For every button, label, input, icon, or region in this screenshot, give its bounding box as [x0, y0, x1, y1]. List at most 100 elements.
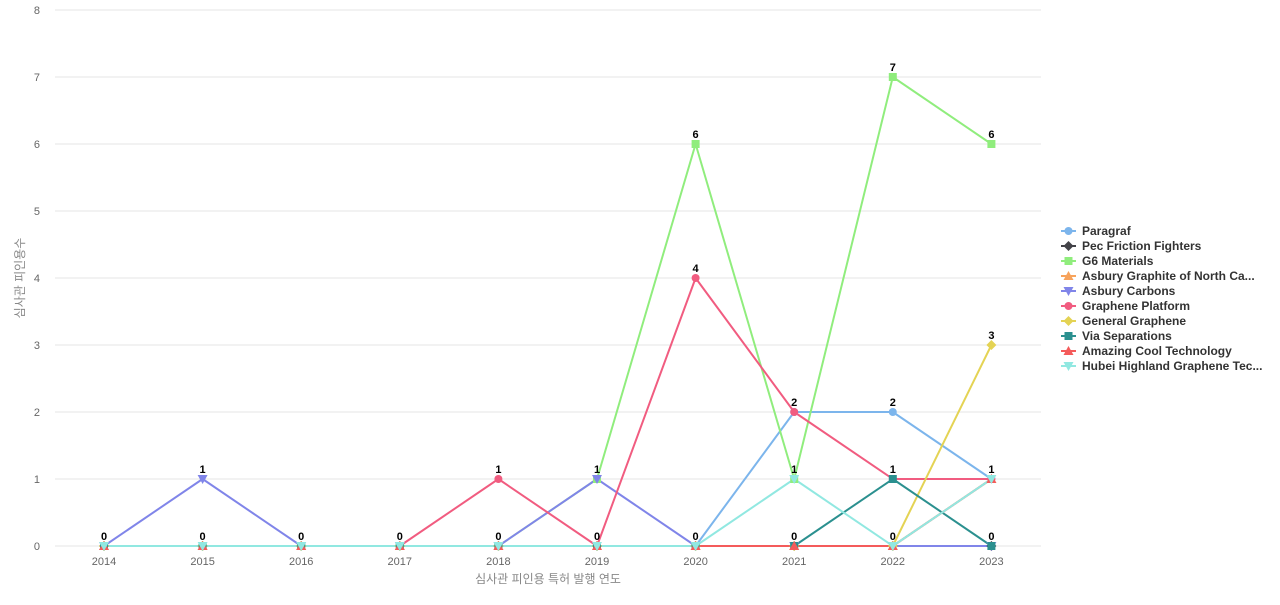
data-label: 0	[594, 531, 600, 543]
y-tick-label: 0	[34, 541, 40, 553]
data-label: 1	[890, 464, 896, 476]
legend-marker-icon	[1063, 316, 1074, 326]
series-marker-4	[197, 475, 208, 484]
legend-item[interactable]: Via Separations	[1061, 329, 1172, 343]
data-label: 0	[298, 531, 304, 543]
x-tick-label: 2014	[92, 556, 116, 568]
x-tick-label: 2018	[486, 556, 510, 568]
grid-lines	[55, 9, 1041, 547]
y-axis-ticks: 0 1 2 3 4 5 6 7 8	[34, 5, 40, 553]
legend-item[interactable]: Paragraf	[1061, 224, 1132, 238]
y-tick-label: 1	[34, 474, 40, 486]
y-tick-label: 6	[34, 139, 40, 151]
series-marker-2	[691, 140, 700, 148]
series-marker-7	[987, 542, 996, 550]
x-tick-label: 2016	[289, 556, 313, 568]
series-marker-9	[592, 542, 602, 551]
x-tick-label: 2017	[388, 556, 412, 568]
data-label: 0	[397, 531, 403, 543]
data-label: 0	[693, 531, 699, 543]
legend-marker-icon	[1064, 302, 1073, 310]
series-marker-9	[99, 542, 109, 551]
legend-marker-icon	[1063, 241, 1074, 251]
legend-marker-icon	[1063, 346, 1074, 355]
x-tick-label: 2021	[782, 556, 806, 568]
legend-marker-icon	[1064, 257, 1073, 265]
series-marker-6	[986, 340, 997, 350]
data-label: 6	[988, 129, 994, 141]
legend-label: Asbury Carbons	[1082, 284, 1176, 298]
data-label: 1	[495, 464, 501, 476]
data-label: 0	[890, 531, 896, 543]
series-marker-5	[494, 475, 503, 483]
legend-item[interactable]: G6 Materials	[1061, 254, 1154, 268]
data-label: 2	[890, 397, 896, 409]
y-tick-label: 2	[34, 407, 40, 419]
legend-label: Via Separations	[1082, 329, 1172, 343]
series-markers	[99, 73, 997, 551]
y-tick-label: 5	[34, 206, 40, 218]
series-marker-9	[986, 475, 997, 484]
x-tick-label: 2023	[979, 556, 1003, 568]
data-label: 7	[890, 62, 896, 74]
series-marker-5	[691, 274, 700, 282]
series-marker-9	[789, 475, 800, 484]
series-marker-5	[790, 408, 799, 416]
data-label: 1	[988, 464, 994, 476]
series-marker-2	[888, 73, 897, 81]
data-label: 0	[988, 531, 994, 543]
y-tick-label: 7	[34, 72, 40, 84]
legend-label: Amazing Cool Technology	[1082, 344, 1232, 358]
legend-label: G6 Materials	[1082, 254, 1154, 268]
legend-marker-icon	[1064, 227, 1073, 235]
data-label: 1	[791, 464, 797, 476]
legend-label: Pec Friction Fighters	[1082, 239, 1202, 253]
legend-item[interactable]: General Graphene	[1061, 314, 1186, 328]
data-label: 1	[200, 464, 206, 476]
legend-marker-icon	[1064, 332, 1073, 340]
legend-marker-icon	[1063, 287, 1074, 296]
legend-label: Asbury Graphite of North Ca...	[1082, 269, 1255, 283]
series-line-9	[104, 478, 992, 547]
legend-label: General Graphene	[1082, 314, 1186, 328]
legend-label: Paragraf	[1082, 224, 1132, 238]
x-tick-label: 2022	[881, 556, 905, 568]
data-label: 1	[594, 464, 600, 476]
data-label: 4	[693, 263, 700, 275]
y-tick-label: 3	[34, 340, 40, 352]
series-marker-9	[197, 542, 208, 551]
series-marker-9	[493, 542, 504, 551]
series-line-6	[104, 344, 993, 547]
data-label: 2	[791, 397, 797, 409]
y-axis-title: 심사관 피인용수	[13, 238, 27, 319]
series-marker-9	[296, 542, 307, 551]
legend-item[interactable]: Asbury Graphite of North Ca...	[1061, 269, 1255, 283]
legend-marker-icon	[1063, 362, 1074, 371]
series-marker-0	[888, 408, 897, 416]
legend-marker-icon	[1063, 271, 1074, 280]
data-label: 0	[200, 531, 206, 543]
legend-label: Graphene Platform	[1082, 299, 1190, 313]
series-marker-9	[394, 542, 405, 551]
data-label: 0	[101, 531, 107, 543]
data-label: 0	[495, 531, 501, 543]
legend-item[interactable]: Amazing Cool Technology	[1061, 344, 1232, 358]
data-label: 6	[693, 129, 699, 141]
x-tick-label: 2015	[190, 556, 214, 568]
series-marker-4	[592, 475, 602, 484]
x-tick-label: 2019	[585, 556, 609, 568]
series-marker-9	[887, 542, 898, 551]
series-marker-8	[789, 541, 800, 550]
legend-item[interactable]: Asbury Carbons	[1061, 284, 1176, 298]
x-axis-ticks: 2014 2015 2016 2017 2018 2019 2020 2021 2022 2023	[92, 556, 1004, 568]
legend-label: Hubei Highland Graphene Tec...	[1082, 359, 1262, 373]
legend-item[interactable]: Hubei Highland Graphene Tec...	[1061, 359, 1262, 373]
data-label: 3	[988, 330, 994, 342]
series-marker-2	[987, 140, 996, 148]
series-lines	[103, 76, 993, 547]
legend-item[interactable]: Graphene Platform	[1061, 299, 1190, 313]
x-axis-title: 심사관 피인용 특허 발행 연도	[475, 571, 621, 586]
legend-item[interactable]: Pec Friction Fighters	[1061, 239, 1202, 253]
